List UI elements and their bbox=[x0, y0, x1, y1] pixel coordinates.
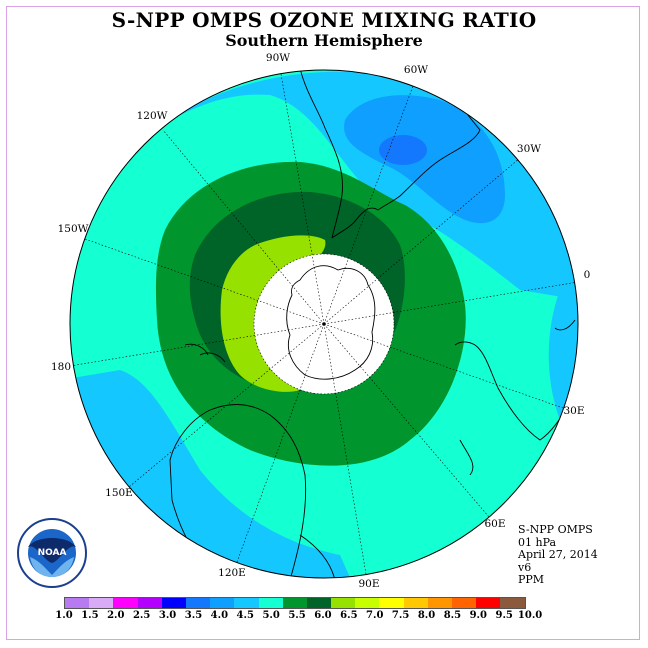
meridian-0 bbox=[323, 281, 578, 325]
meridian-60e bbox=[323, 323, 490, 518]
info-block: S-NPP OMPS 01 hPa April 27, 2014 v6 PPM bbox=[518, 523, 598, 587]
lon-label-90e: 90E bbox=[358, 578, 379, 590]
colorbar-segment bbox=[476, 598, 501, 608]
colorbar-tick-label: 7.5 bbox=[391, 610, 410, 621]
colorbar-tick-label: 10.0 bbox=[517, 610, 543, 621]
colorbar-tick-label: 4.0 bbox=[210, 610, 229, 621]
colorbar-tick-label: 2.5 bbox=[132, 610, 151, 621]
ozone-field-3-5 bbox=[344, 95, 505, 224]
lon-label-150e: 150E bbox=[105, 487, 133, 499]
colorbar-tick-label: 8.0 bbox=[417, 610, 436, 621]
info-product: S-NPP OMPS bbox=[518, 523, 593, 536]
meridian-90e bbox=[323, 323, 367, 575]
colorbar-tick-label: 7.0 bbox=[366, 610, 384, 621]
noaa-logo-text: NOAA bbox=[38, 548, 67, 558]
info-date: April 27, 2014 bbox=[518, 548, 598, 561]
colorbar-segment bbox=[355, 598, 380, 608]
colorbar-tick-label: 9.5 bbox=[495, 610, 513, 621]
madagascar bbox=[459, 439, 474, 476]
south-america-west-coast bbox=[299, 70, 343, 239]
africa-coast bbox=[454, 341, 576, 441]
colorbar-segment bbox=[258, 598, 283, 608]
ozone-field-4-0-right bbox=[548, 190, 578, 440]
colorbar-segment bbox=[427, 598, 452, 608]
lon-label-0: 0 bbox=[584, 269, 591, 281]
info-version: v6 bbox=[518, 560, 532, 574]
colorbar-segment bbox=[65, 598, 90, 608]
antarctica-coast bbox=[286, 265, 376, 380]
meridian-60w bbox=[323, 85, 414, 325]
colorbar-tick-label: 6.5 bbox=[340, 610, 358, 621]
ozone-field-3-0 bbox=[379, 135, 427, 165]
colorbar-tick-label: 5.5 bbox=[288, 610, 306, 621]
colorbar-tick-label: 2.0 bbox=[107, 610, 125, 621]
noaa-logo: NOAA bbox=[17, 518, 87, 588]
lon-label-90w: 90W bbox=[266, 52, 290, 64]
colorbar-tick-label: 5.0 bbox=[262, 610, 280, 621]
lon-label-150w: 150W bbox=[58, 223, 89, 235]
colorbar-segment bbox=[282, 598, 307, 608]
colorbar-segment bbox=[234, 598, 259, 608]
meridian-180 bbox=[70, 323, 325, 367]
map-title: S-NPP OMPS OZONE MIXING RATIO bbox=[111, 8, 537, 32]
meridian-90w bbox=[280, 73, 325, 325]
colorbar-tick-label: 1.0 bbox=[55, 610, 73, 621]
colorbar-segment bbox=[403, 598, 428, 608]
colorbar-tick-label: 3.0 bbox=[158, 610, 177, 621]
new-zealand-north bbox=[184, 343, 209, 356]
colorbar-tick-label: 1.5 bbox=[81, 610, 99, 621]
figure-frame bbox=[6, 6, 640, 640]
lon-label-120w: 120W bbox=[137, 110, 168, 122]
colorbar-segment bbox=[113, 598, 138, 608]
colorbar-segment bbox=[452, 598, 477, 608]
lon-label-120e: 120E bbox=[218, 567, 246, 579]
info-units: PPM bbox=[518, 573, 545, 586]
new-zealand-south bbox=[199, 352, 226, 363]
lon-label-180: 180 bbox=[51, 361, 71, 373]
lon-label-30e: 30E bbox=[563, 405, 584, 417]
colorbar-segment bbox=[379, 598, 404, 608]
colorbar-segment bbox=[185, 598, 211, 608]
indonesia-coast bbox=[299, 534, 336, 578]
colorbar-segment bbox=[89, 598, 114, 608]
graticule bbox=[70, 70, 578, 578]
meridian-150e bbox=[128, 323, 325, 488]
meridian-30w bbox=[323, 157, 521, 325]
south-america-east-coast bbox=[331, 91, 481, 239]
lon-label-30w: 30W bbox=[517, 143, 541, 155]
lon-label-60e: 60E bbox=[484, 518, 505, 530]
south-pole-dot bbox=[322, 322, 326, 326]
australia-coast bbox=[169, 404, 307, 578]
colorbar-segment bbox=[137, 598, 162, 608]
meridian-30e bbox=[323, 323, 564, 409]
colorbar-segment bbox=[500, 598, 525, 608]
info-level: 01 hPa bbox=[518, 535, 557, 549]
colorbar-tick-label: 8.5 bbox=[443, 610, 462, 621]
colorbar-segment bbox=[331, 598, 356, 608]
meridian-120e bbox=[236, 323, 325, 563]
map-border bbox=[69, 69, 579, 579]
colorbar-ticks: 1.0 1.5 2.0 2.5 3.0 3.5 4.0 4.5 5.0 5.5 6.0 6.5 7.0 7… bbox=[52, 610, 612, 624]
africa-cape bbox=[554, 319, 576, 331]
colorbar bbox=[64, 597, 526, 609]
colorbar-tick-label: 3.5 bbox=[184, 610, 203, 621]
colorbar-tick-label: 4.5 bbox=[236, 610, 254, 621]
latitude-circle-70 bbox=[253, 253, 395, 395]
colorbar-tick-label: 9.0 bbox=[469, 610, 487, 621]
meridian-150w bbox=[84, 238, 325, 325]
coastlines bbox=[169, 70, 576, 578]
meridian-120w bbox=[162, 129, 325, 325]
colorbar-segment bbox=[306, 598, 332, 608]
map-subtitle: Southern Hemisphere bbox=[225, 31, 423, 50]
colorbar-tick-label: 6.0 bbox=[314, 610, 332, 621]
lon-label-60w: 60W bbox=[404, 64, 428, 76]
colorbar-segment bbox=[210, 598, 235, 608]
colorbar-segment bbox=[161, 598, 186, 608]
